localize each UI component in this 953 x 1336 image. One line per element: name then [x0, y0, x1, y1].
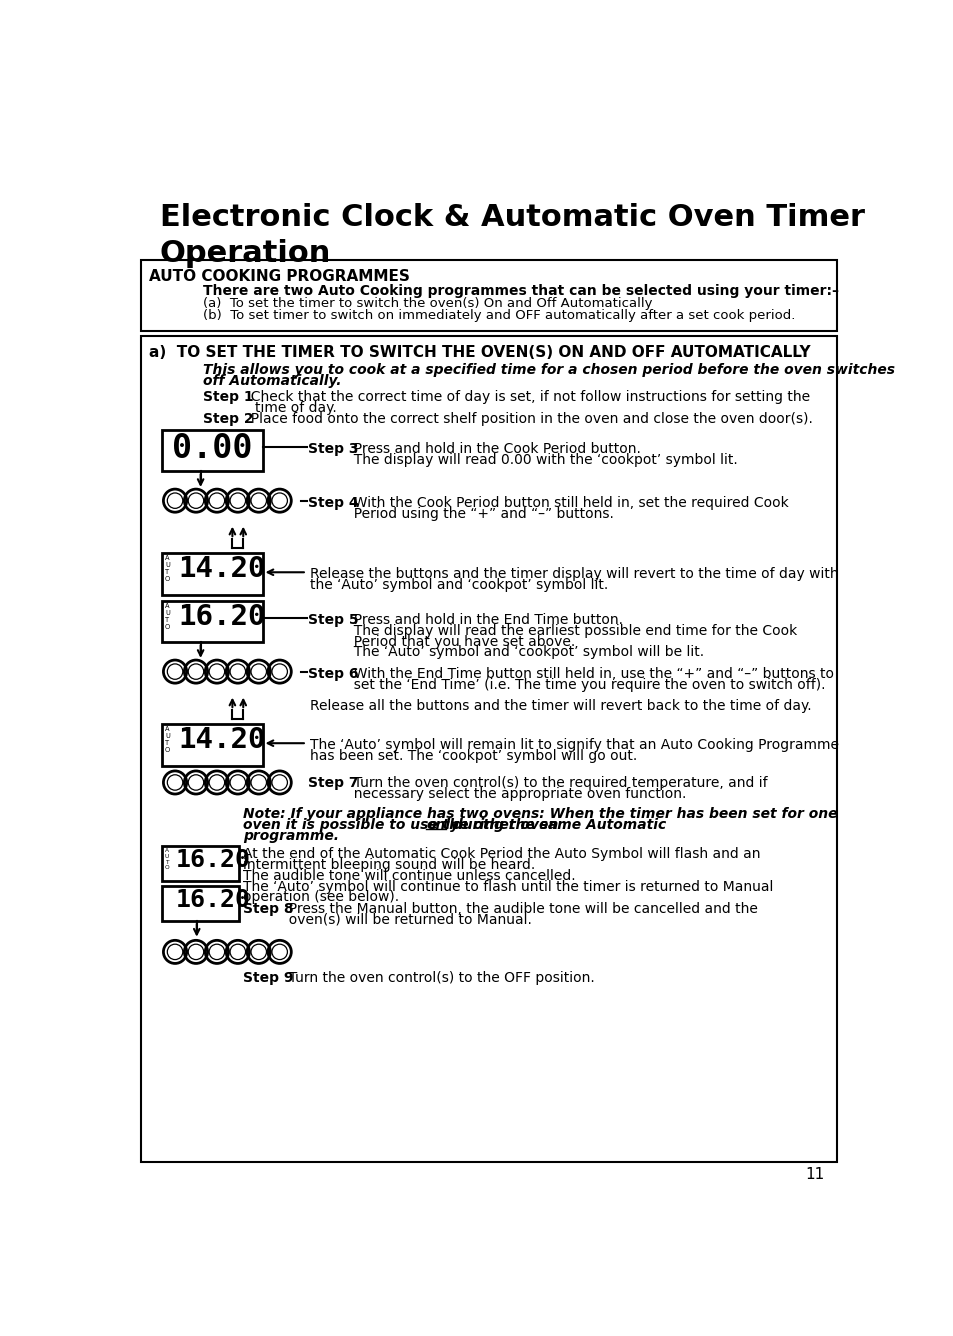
Text: 16.20: 16.20: [175, 888, 251, 912]
Text: (a)  To set the timer to switch the oven(s) On and Off Automatically: (a) To set the timer to switch the oven(…: [203, 298, 652, 310]
Text: The ‘Auto’ symbol will continue to flash until the timer is returned to Manual: The ‘Auto’ symbol will continue to flash…: [243, 879, 773, 894]
Text: The ‘Auto’ symbol and ‘cookpot’ symbol will be lit.: The ‘Auto’ symbol and ‘cookpot’ symbol w…: [344, 645, 703, 660]
Text: With the Cook Period button still held in, set the required Cook: With the Cook Period button still held i…: [344, 496, 788, 510]
Text: Step 1: Step 1: [203, 390, 253, 403]
Text: This allows you to cook at a specified time for a chosen period before the oven : This allows you to cook at a specified t…: [203, 363, 894, 377]
Text: necessary select the appropriate oven function.: necessary select the appropriate oven fu…: [344, 787, 685, 802]
Text: Turn the oven control(s) to the required temperature, and if: Turn the oven control(s) to the required…: [344, 776, 766, 791]
Bar: [162, 886, 239, 921]
Text: oven it is possible to use the other oven: oven it is possible to use the other ove…: [243, 818, 563, 832]
Bar: [162, 430, 262, 472]
Text: Turn the oven control(s) to the OFF position.: Turn the oven control(s) to the OFF posi…: [279, 971, 594, 985]
Text: Step 6: Step 6: [308, 667, 358, 681]
Text: Operation: Operation: [159, 239, 331, 267]
Text: operation (see below).: operation (see below).: [243, 890, 399, 904]
Text: only: only: [426, 818, 458, 832]
Text: Release all the buttons and the timer will revert back to the time of day.: Release all the buttons and the timer wi…: [310, 699, 811, 713]
Text: 16.20: 16.20: [175, 848, 251, 872]
Text: Step 4: Step 4: [308, 496, 358, 510]
Text: Place food onto the correct shelf position in the oven and close the oven door(s: Place food onto the correct shelf positi…: [241, 411, 812, 426]
Text: A
U
T
O: A U T O: [165, 727, 170, 754]
Text: the ‘Auto’ symbol and ‘cookpot’ symbol lit.: the ‘Auto’ symbol and ‘cookpot’ symbol l…: [310, 577, 607, 592]
Text: 0.00: 0.00: [172, 432, 253, 465]
Text: a)  TO SET THE TIMER TO SWITCH THE OVEN(S) ON AND OFF AUTOMATICALLY: a) TO SET THE TIMER TO SWITCH THE OVEN(S…: [149, 345, 809, 361]
Bar: [162, 724, 262, 766]
Text: intermittent bleeping sound will be heard.: intermittent bleeping sound will be hear…: [243, 858, 535, 872]
Text: With the End Time button still held in, use the “+” and “–” buttons to: With the End Time button still held in, …: [344, 667, 833, 681]
Text: The audible tone will continue unless cancelled.: The audible tone will continue unless ca…: [243, 868, 576, 883]
Text: Step 9: Step 9: [243, 971, 294, 985]
Text: oven(s) will be returned to Manual.: oven(s) will be returned to Manual.: [279, 912, 531, 927]
Text: Period using the “+” and “–” buttons.: Period using the “+” and “–” buttons.: [344, 506, 613, 521]
Text: Check that the correct time of day is set, if not follow instructions for settin: Check that the correct time of day is se…: [241, 390, 809, 403]
Bar: [141, 261, 836, 331]
Text: Step 7: Step 7: [308, 776, 358, 791]
Text: off Automatically.: off Automatically.: [203, 374, 341, 389]
Text: Step 8: Step 8: [243, 902, 294, 916]
Text: Note: If your appliance has two ovens: When the timer has been set for one: Note: If your appliance has two ovens: W…: [243, 807, 837, 822]
Text: 16.20: 16.20: [178, 603, 265, 631]
Text: At the end of the Automatic Cook Period the Auto Symbol will flash and an: At the end of the Automatic Cook Period …: [243, 847, 760, 862]
Text: Electronic Clock & Automatic Oven Timer: Electronic Clock & Automatic Oven Timer: [159, 203, 863, 231]
Text: Press and hold in the End Time button.: Press and hold in the End Time button.: [344, 613, 622, 627]
Bar: [162, 846, 239, 880]
Text: Step 5: Step 5: [308, 613, 358, 627]
Text: programme.: programme.: [243, 828, 339, 843]
Text: A
U
T
O: A U T O: [165, 848, 170, 870]
Text: during the same Automatic: during the same Automatic: [447, 818, 665, 832]
Text: The display will read 0.00 with the ‘cookpot’ symbol lit.: The display will read 0.00 with the ‘coo…: [344, 453, 737, 466]
Text: Press and hold in the Cook Period button.: Press and hold in the Cook Period button…: [344, 442, 640, 456]
Text: Period that you have set above.: Period that you have set above.: [344, 635, 575, 649]
Text: A
U
T
O: A U T O: [165, 603, 170, 631]
Text: AUTO COOKING PROGRAMMES: AUTO COOKING PROGRAMMES: [149, 269, 409, 283]
Bar: [141, 335, 836, 1162]
Text: 11: 11: [804, 1168, 823, 1182]
Text: 14.20: 14.20: [178, 727, 265, 755]
Text: Step 3: Step 3: [308, 442, 358, 456]
Text: The ‘Auto’ symbol will remain lit to signify that an Auto Cooking Programme: The ‘Auto’ symbol will remain lit to sig…: [310, 737, 838, 752]
Text: (b)  To set timer to switch on immediately and OFF automatically after a set coo: (b) To set timer to switch on immediatel…: [203, 309, 795, 322]
Text: has been set. The ‘cookpot’ symbol will go out.: has been set. The ‘cookpot’ symbol will …: [310, 748, 637, 763]
Bar: [162, 553, 262, 595]
Text: time of day.: time of day.: [254, 401, 336, 414]
Text: Release the buttons and the timer display will revert to the time of day with: Release the buttons and the timer displa…: [310, 566, 838, 581]
Bar: [162, 601, 262, 643]
Text: set the ‘End Time’ (i.e. The time you require the oven to switch off).: set the ‘End Time’ (i.e. The time you re…: [344, 677, 824, 692]
Text: There are two Auto Cooking programmes that can be selected using your timer:–: There are two Auto Cooking programmes th…: [203, 285, 838, 298]
Text: A
U
T
O: A U T O: [165, 556, 170, 582]
Text: Press the Manual button, the audible tone will be cancelled and the: Press the Manual button, the audible ton…: [279, 902, 757, 916]
Text: 14.20: 14.20: [178, 556, 265, 584]
Text: Step 2: Step 2: [203, 411, 253, 426]
Text: The display will read the earliest possible end time for the Cook: The display will read the earliest possi…: [344, 624, 796, 637]
